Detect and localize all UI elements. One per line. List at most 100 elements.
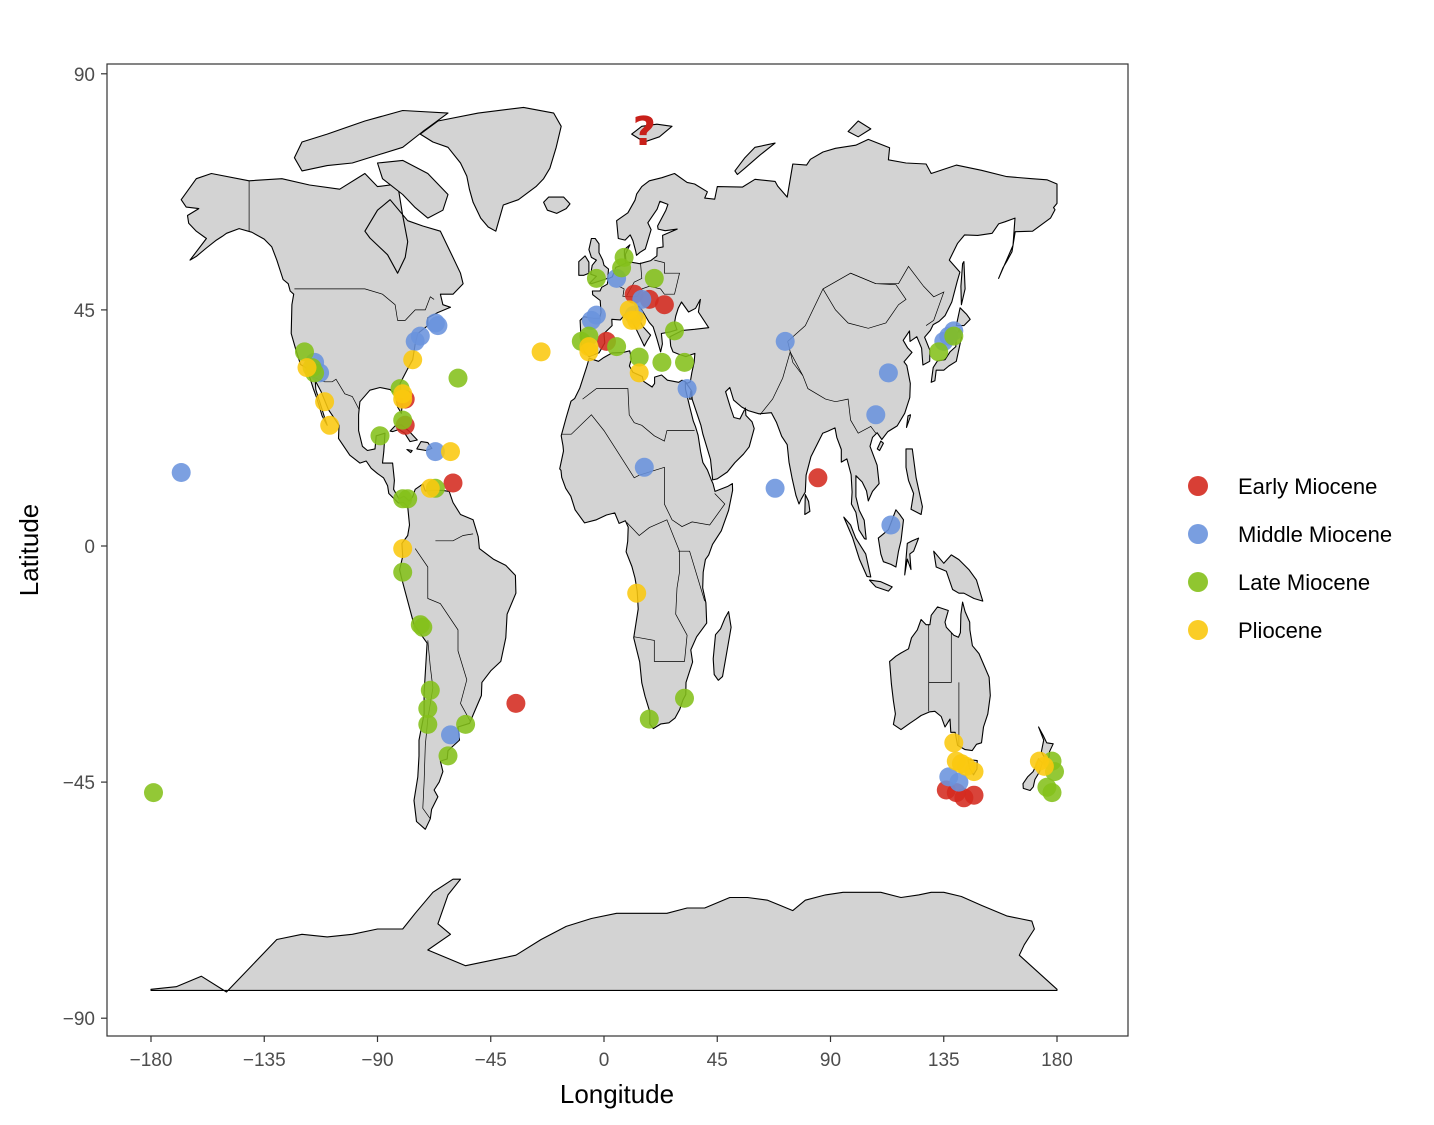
late-miocene-point-28 [652, 352, 672, 372]
pliocene-point-22 [964, 762, 984, 782]
early-miocene-point-9 [808, 468, 828, 488]
y-tick-label: −45 [63, 773, 95, 794]
late-miocene-point-17 [456, 714, 476, 734]
middle-miocene-point-18 [878, 363, 898, 383]
late-miocene-point-22 [612, 258, 632, 278]
pliocene-point-15 [627, 310, 647, 330]
pliocene-point-16 [629, 363, 649, 383]
java [868, 579, 893, 592]
legend-label-middle-miocene: Middle Miocene [1238, 522, 1392, 547]
late-miocene-point-32 [675, 688, 694, 708]
middle-miocene-point-26 [949, 772, 969, 792]
x-tick-label: 90 [820, 1050, 841, 1071]
pliocene-point-5 [393, 389, 413, 409]
late-miocene-point-11 [393, 562, 413, 582]
middle-miocene-point-12 [632, 289, 652, 309]
pliocene-point-12 [579, 342, 599, 362]
legend-key-middle-miocene [1188, 524, 1208, 544]
legend: Early Miocene Middle Miocene Late Miocene P… [1188, 474, 1392, 643]
pliocene-point-2 [315, 392, 335, 412]
new-guinea [933, 550, 984, 602]
iceland [543, 196, 571, 214]
x-tick-label: 180 [1041, 1050, 1073, 1071]
puerto-rico-jamaica [406, 448, 413, 454]
philippines [905, 448, 923, 516]
middle-miocene-point-19 [866, 405, 886, 425]
early-miocene-point-3 [443, 473, 463, 493]
late-miocene-point-31 [639, 709, 659, 729]
middle-miocene-point-8 [425, 442, 445, 462]
sulawesi [904, 537, 920, 576]
locality-points [144, 247, 1064, 808]
middle-miocene-point-20 [881, 515, 901, 535]
ireland [578, 255, 590, 276]
x-tick-label: −45 [475, 1050, 507, 1071]
late-miocene-point-13 [413, 617, 433, 637]
australia-landmass [889, 601, 991, 752]
mongolia-border [822, 272, 907, 329]
late-miocene-point-27 [629, 347, 649, 367]
pliocene-point-10 [531, 342, 551, 362]
late-miocene-point-4 [448, 368, 468, 388]
middle-miocene-point-7 [428, 316, 448, 336]
pliocene-point-24 [1034, 756, 1054, 776]
early-miocene-point-8 [506, 693, 526, 713]
middle-miocene-point-16 [775, 331, 795, 351]
middle-miocene-point-5 [410, 326, 430, 346]
australia-borders-2 [928, 632, 952, 683]
pliocene-point-7 [441, 442, 460, 462]
africa-border-3 [626, 519, 688, 662]
plot-panel-border [106, 63, 1129, 1037]
south-america-border-3 [435, 533, 474, 542]
middle-miocene-point-15 [634, 457, 654, 477]
canadian-arctic-islands [293, 109, 449, 172]
us-canada-border [294, 288, 435, 321]
late-miocene-point-1 [295, 342, 314, 362]
y-tick-label: 90 [74, 65, 95, 86]
late-miocene-point-29 [675, 352, 694, 372]
y-axis-title: Latitude [14, 504, 44, 597]
madagascar [712, 611, 732, 681]
middle-miocene-point-24 [441, 725, 460, 745]
pliocene-point-6 [403, 350, 423, 370]
pliocene-point-3 [320, 415, 340, 435]
legend-label-late-miocene: Late Miocene [1238, 570, 1370, 595]
africa-border-2 [561, 414, 726, 528]
question-mark-label: ? [633, 109, 656, 155]
sumatra [843, 516, 872, 578]
late-miocene-point-16 [418, 714, 438, 734]
late-miocene-point-26 [607, 337, 627, 357]
greenland-landmass [419, 106, 562, 232]
africa-border-1 [582, 388, 695, 442]
taiwan [905, 414, 912, 428]
legend-key-pliocene [1188, 620, 1208, 640]
late-miocene-point-23 [644, 268, 664, 288]
x-axis-title: Longitude [560, 1079, 674, 1109]
late-miocene-point-18 [438, 746, 458, 766]
axes: −180 −135 −90 −45 0 45 90 135 180 −90 −45 0 45 90 [63, 65, 1073, 1071]
africa-border-4 [678, 550, 706, 602]
y-tick-label: 0 [84, 537, 95, 558]
x-tick-label: −180 [130, 1050, 173, 1071]
late-miocene-point-7 [370, 426, 390, 446]
late-miocene-point-6 [393, 410, 413, 430]
early-miocene-point-13 [964, 785, 984, 805]
late-miocene-point-9 [398, 489, 418, 509]
india-border [759, 350, 804, 416]
pliocene-point-1 [297, 358, 317, 378]
x-tick-label: 0 [599, 1050, 610, 1071]
late-miocene-point-30 [665, 321, 684, 341]
late-miocene-point-14 [420, 680, 440, 700]
severnaya-zemlya [847, 120, 872, 138]
x-tick-label: −90 [361, 1050, 393, 1071]
sri-lanka [804, 494, 811, 516]
country-borders [248, 180, 960, 820]
russia-china-border [787, 265, 945, 342]
us-mexico-border [309, 375, 360, 411]
question-mark-annotation: ? [633, 109, 656, 155]
pliocene-point-17 [627, 583, 647, 603]
baffin-island [376, 159, 449, 219]
x-tick-label: 45 [707, 1050, 728, 1071]
legend-key-late-miocene [1188, 572, 1208, 592]
